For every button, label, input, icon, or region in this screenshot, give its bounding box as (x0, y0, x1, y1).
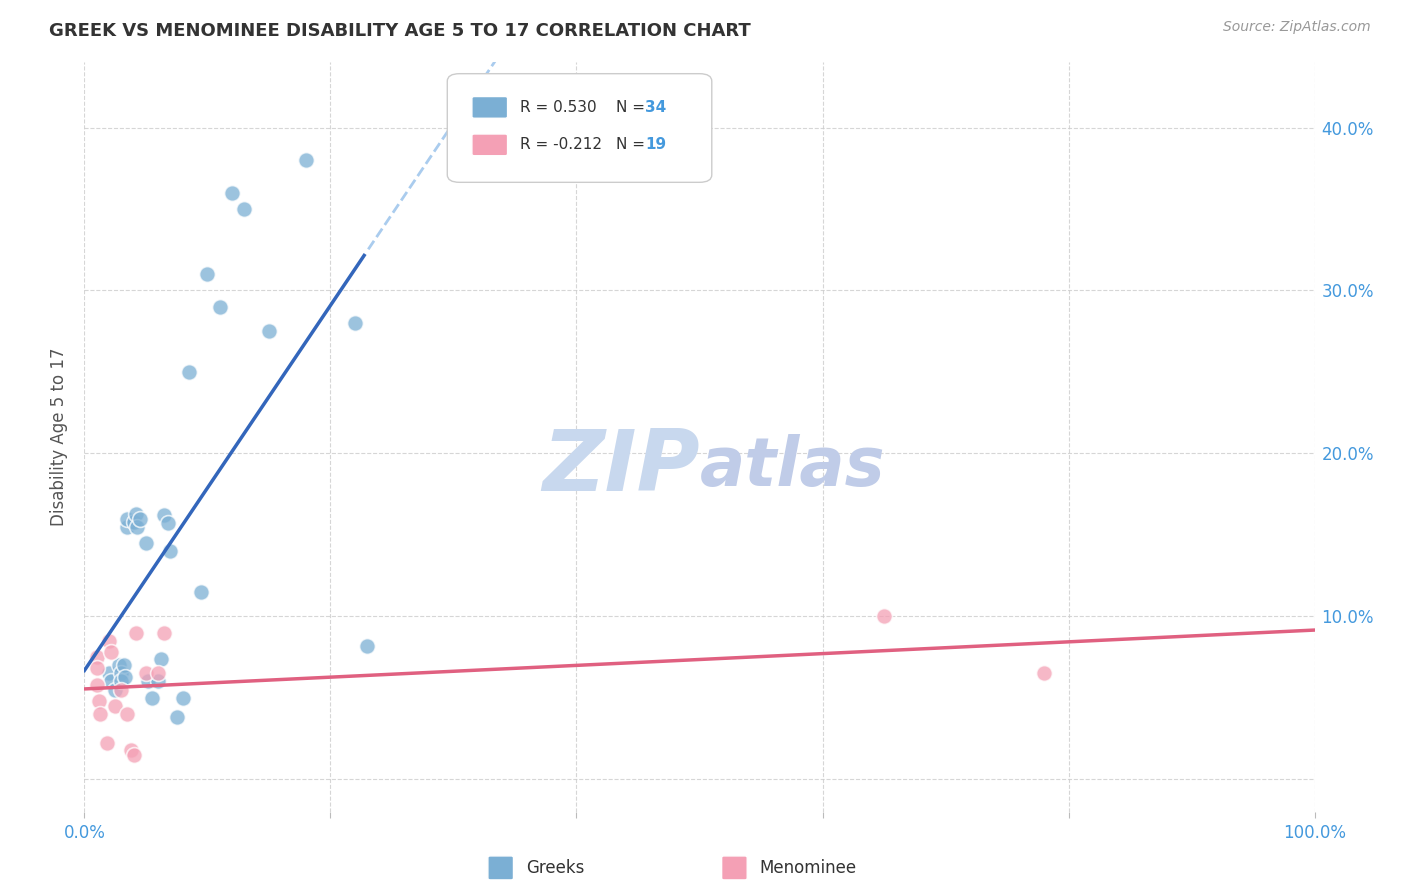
Point (86, 650, 108, 665)
Point (117, 511, 139, 525)
Point (122, 747, 145, 762)
FancyBboxPatch shape (472, 134, 508, 156)
Text: Source: ZipAtlas.com: Source: ZipAtlas.com (1223, 20, 1371, 34)
Point (197, 267, 219, 281)
Point (125, 625, 148, 640)
Point (141, 690, 163, 705)
FancyBboxPatch shape (721, 856, 747, 880)
Point (110, 682, 132, 697)
Point (100, 674, 122, 689)
Point (104, 682, 127, 697)
Point (172, 690, 194, 705)
Point (110, 666, 132, 681)
Point (344, 316, 367, 330)
Point (98, 666, 121, 681)
Point (86, 678, 108, 692)
Point (138, 674, 160, 689)
Point (135, 536, 157, 550)
Point (108, 658, 131, 673)
Text: 34: 34 (645, 100, 666, 115)
Point (117, 519, 139, 533)
Point (128, 511, 150, 525)
Point (98, 633, 121, 648)
FancyBboxPatch shape (488, 856, 513, 880)
Text: Menominee: Menominee (759, 859, 856, 877)
Point (127, 519, 149, 533)
Point (120, 743, 142, 757)
Point (114, 669, 136, 683)
Point (157, 516, 180, 531)
Point (356, 639, 378, 653)
Point (148, 666, 170, 681)
Point (221, 186, 243, 200)
Point (1033, 666, 1056, 681)
Point (110, 674, 132, 689)
Point (295, 153, 318, 168)
Point (257, 324, 280, 338)
Point (96, 736, 118, 750)
FancyBboxPatch shape (472, 96, 508, 119)
Text: R = -0.212: R = -0.212 (520, 137, 602, 153)
Y-axis label: Disability Age 5 to 17: Disability Age 5 to 17 (51, 348, 69, 526)
Point (86, 661, 108, 675)
Point (166, 710, 188, 724)
Text: 19: 19 (645, 137, 666, 153)
Point (149, 651, 172, 665)
Point (233, 202, 256, 216)
Point (208, 300, 231, 314)
Text: R = 0.530: R = 0.530 (520, 100, 596, 115)
Text: ZIP: ZIP (541, 425, 700, 508)
Point (148, 674, 170, 689)
Point (100, 645, 122, 659)
FancyBboxPatch shape (447, 74, 711, 182)
Point (190, 584, 212, 599)
Point (153, 625, 176, 640)
Point (89, 706, 111, 721)
Point (153, 508, 176, 523)
Text: N =: N = (616, 137, 650, 153)
Point (177, 365, 200, 379)
Point (104, 698, 127, 713)
Point (125, 507, 148, 521)
Point (159, 544, 181, 558)
Text: atlas: atlas (700, 434, 886, 500)
Text: N =: N = (616, 100, 650, 115)
Point (117, 706, 139, 721)
Point (112, 658, 135, 673)
Point (135, 666, 157, 681)
Point (873, 609, 896, 624)
Point (122, 515, 145, 529)
Text: GREEK VS MENOMINEE DISABILITY AGE 5 TO 17 CORRELATION CHART: GREEK VS MENOMINEE DISABILITY AGE 5 TO 1… (49, 22, 751, 40)
Text: Greeks: Greeks (526, 859, 583, 877)
Point (89, 694, 111, 708)
